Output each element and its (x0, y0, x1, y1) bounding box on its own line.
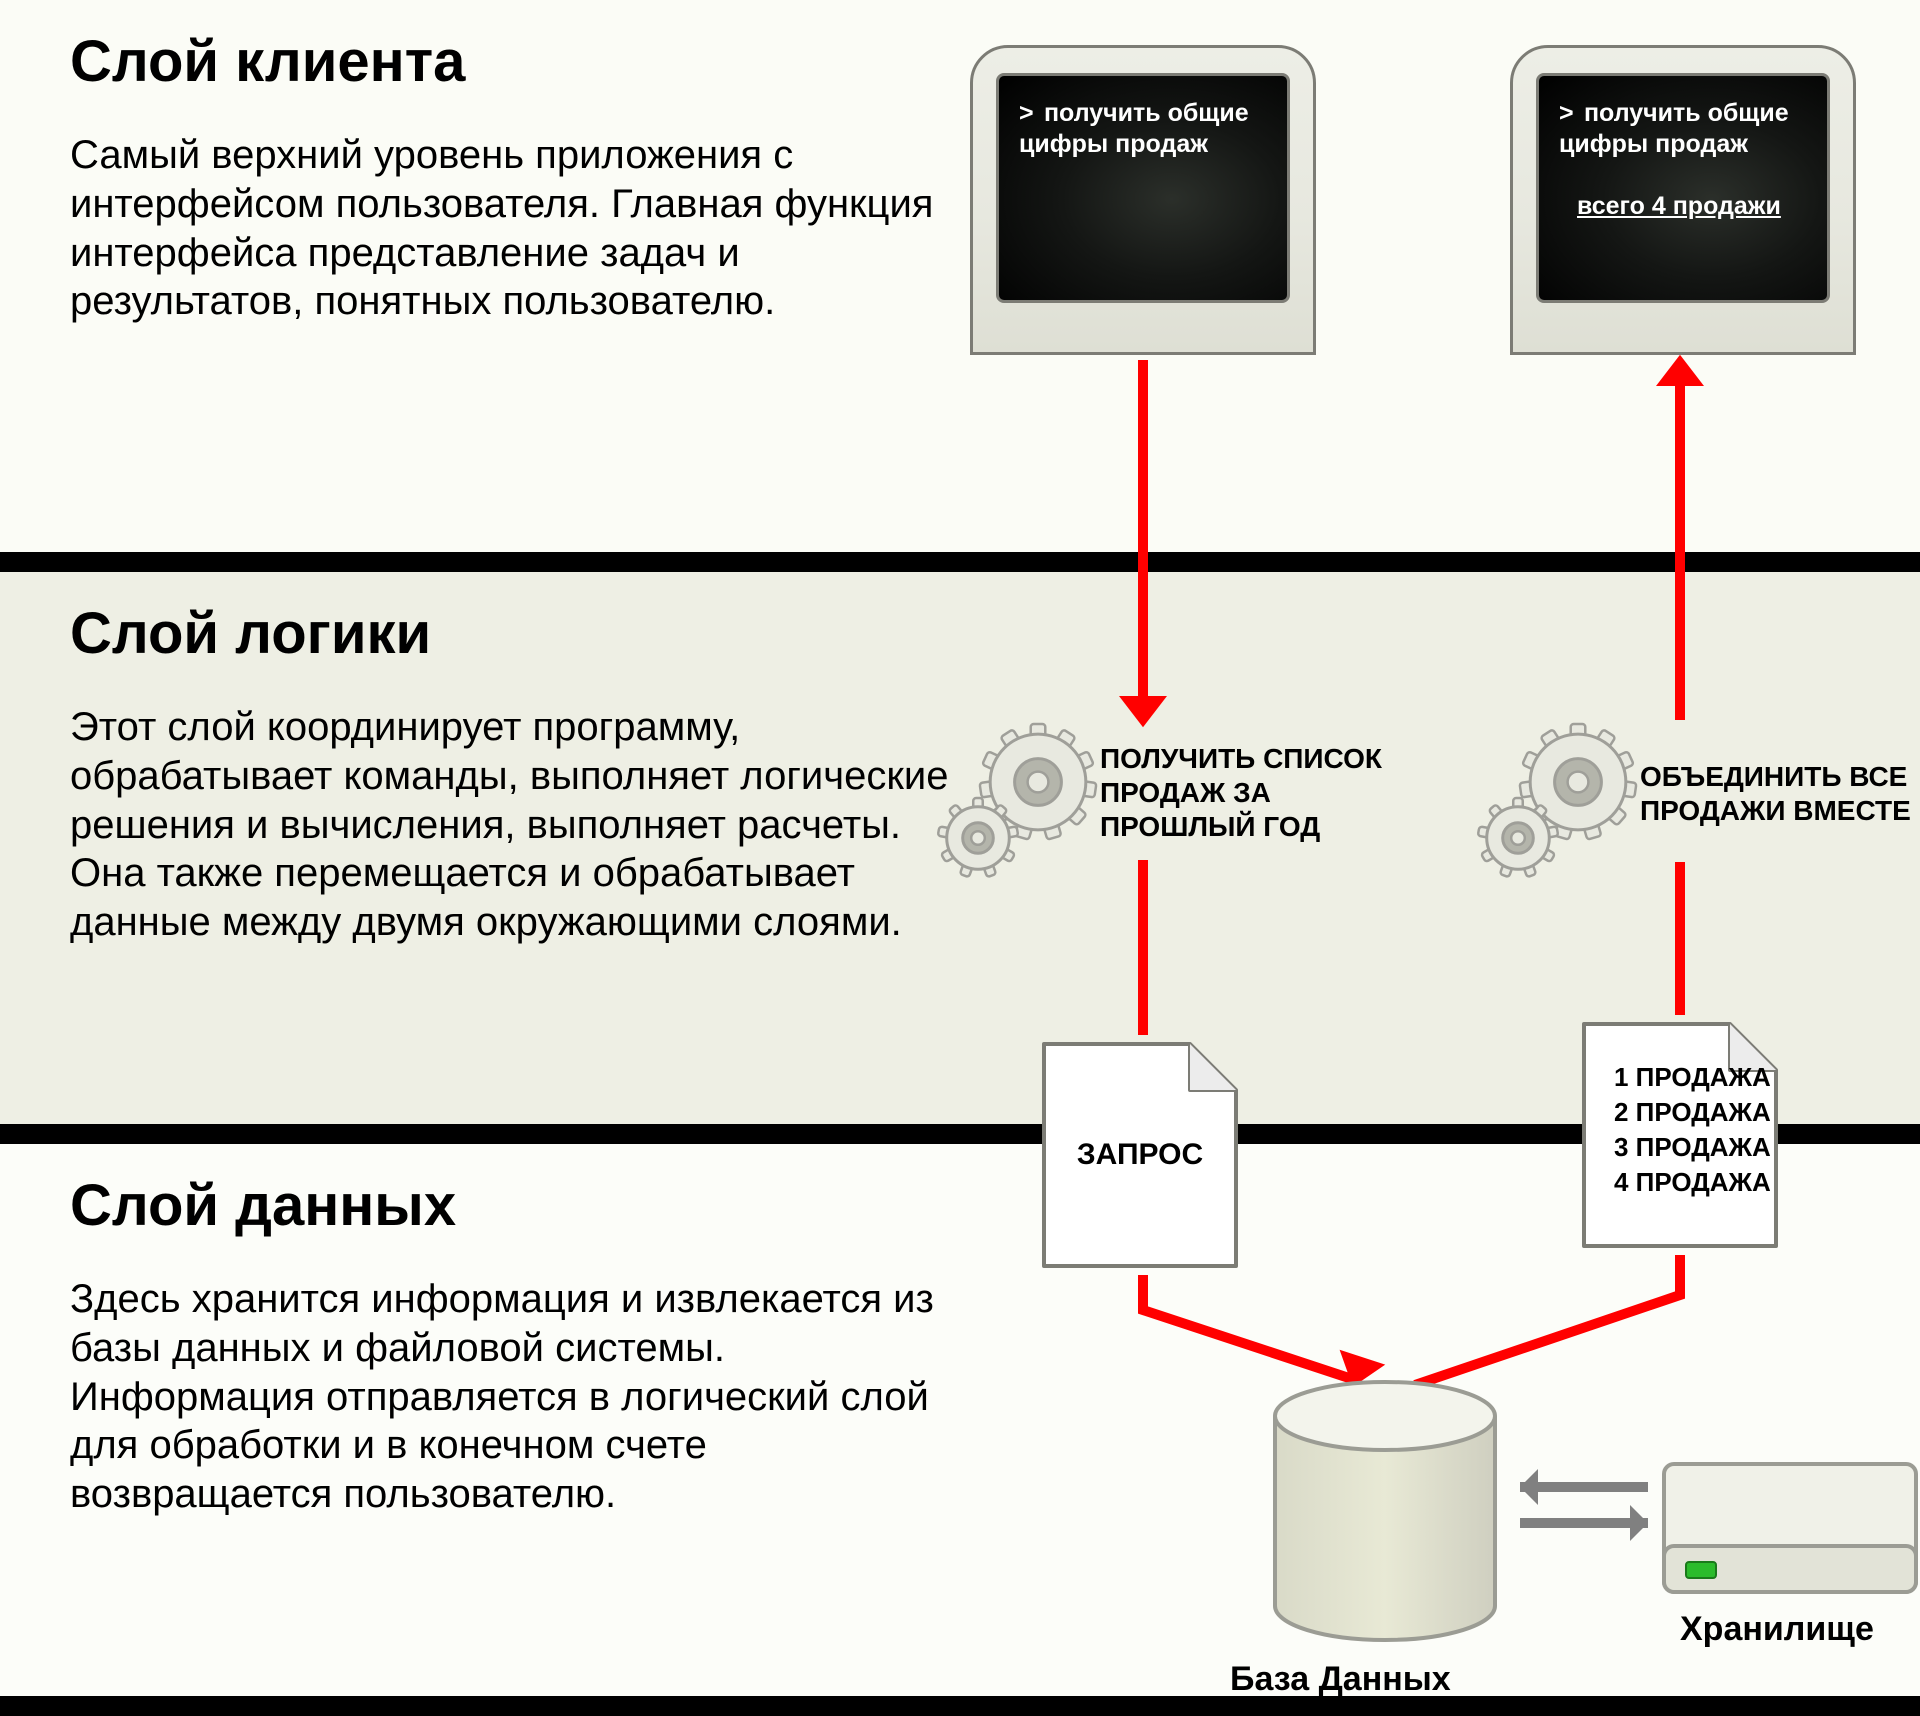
data-body: Здесь хранится информация и извлекается … (70, 1239, 950, 1519)
layer-logic: Слой логики Этот слой координирует прогр… (0, 572, 1920, 1144)
client-title: Слой клиента (70, 0, 1920, 95)
data-title: Слой данных (70, 1144, 1920, 1239)
layer-data: Слой данных Здесь хранится информация и … (0, 1144, 1920, 1716)
layer-client: Слой клиента Самый верхний уровень прило… (0, 0, 1920, 572)
client-body: Самый верхний уровень приложения с интер… (70, 95, 950, 326)
logic-title: Слой логики (70, 572, 1920, 667)
logic-body: Этот слой координирует программу, обраба… (70, 667, 950, 947)
